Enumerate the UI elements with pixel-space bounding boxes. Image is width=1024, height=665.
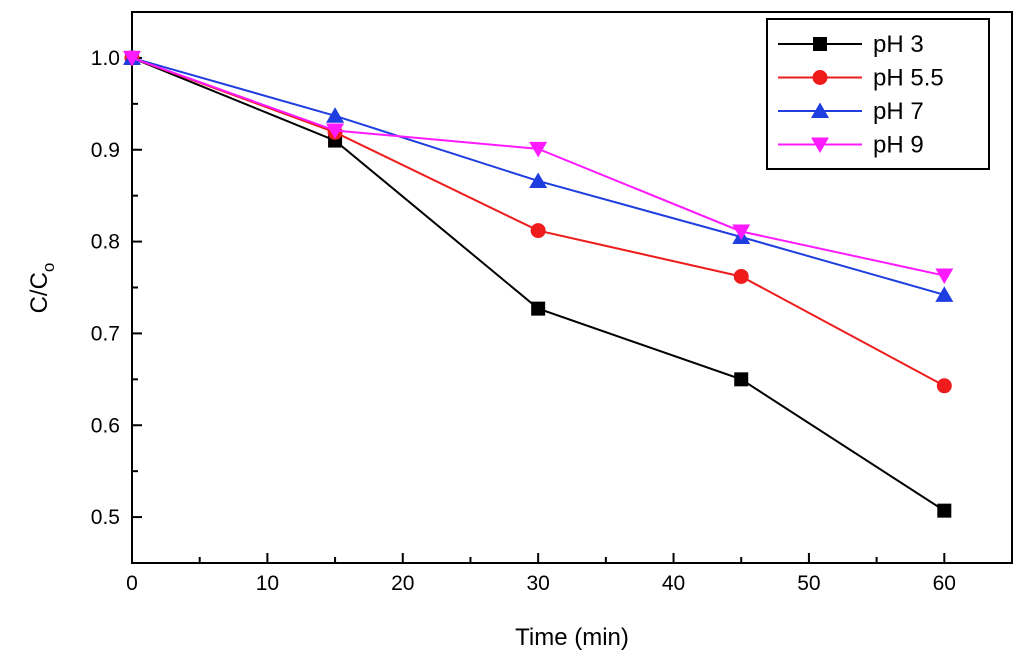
data-point xyxy=(937,503,952,518)
legend: pH 3 pH 5.5 pH 7 pH 9 xyxy=(766,18,990,170)
y-tick-label: 1.0 xyxy=(91,47,120,70)
data-point xyxy=(531,301,546,316)
legend-item: pH 7 xyxy=(778,98,924,125)
data-point xyxy=(936,378,952,394)
legend-marker xyxy=(811,137,829,153)
data-point xyxy=(935,268,954,285)
y-axis-title-main: C/C xyxy=(26,272,53,313)
data-point xyxy=(326,107,345,123)
legend-label: pH 9 xyxy=(873,132,924,159)
svg-text:C/Co: C/Co xyxy=(26,263,58,314)
y-axis-title: C/Co xyxy=(26,263,58,314)
x-tick-label: 60 xyxy=(933,572,956,595)
x-tick-label: 50 xyxy=(797,572,820,595)
axis-ticks: 0 10 20 30 40 50 60 0.5 0.6 0.7 0.8 0.9 1.0 xyxy=(91,47,956,595)
x-tick-label: 0 xyxy=(126,572,138,595)
data-point xyxy=(123,50,141,67)
legend-item: pH 5.5 xyxy=(778,65,944,92)
data-point xyxy=(734,372,749,387)
series-layer xyxy=(123,49,954,518)
data-point xyxy=(529,141,548,158)
data-point xyxy=(530,223,546,239)
data-point xyxy=(935,286,954,302)
y-tick-label: 0.5 xyxy=(91,506,120,529)
data-point xyxy=(529,172,548,188)
x-tick-label: 20 xyxy=(391,572,414,595)
legend-marker xyxy=(813,37,827,51)
legend-marker xyxy=(811,102,829,118)
y-tick-label: 0.8 xyxy=(91,231,120,254)
data-point xyxy=(326,123,345,139)
x-tick-label: 30 xyxy=(526,572,549,595)
x-tick-label: 10 xyxy=(256,572,279,595)
x-tick-label: 40 xyxy=(662,572,685,595)
series-3 xyxy=(123,50,954,285)
y-axis-title-subscript: o xyxy=(39,263,58,272)
data-point xyxy=(733,268,749,284)
y-tick-label: 0.7 xyxy=(91,322,120,345)
legend-label: pH 5.5 xyxy=(873,65,944,92)
y-tick-label: 0.6 xyxy=(91,414,120,437)
y-tick-label: 0.9 xyxy=(91,139,120,162)
legend-item: pH 9 xyxy=(778,132,924,159)
data-point xyxy=(732,224,751,240)
legend-item: pH 3 xyxy=(778,31,924,58)
legend-label: pH 7 xyxy=(873,98,924,125)
legend-marker xyxy=(812,70,828,85)
legend-label: pH 3 xyxy=(873,31,924,58)
x-axis-title: Time (min) xyxy=(515,624,629,651)
